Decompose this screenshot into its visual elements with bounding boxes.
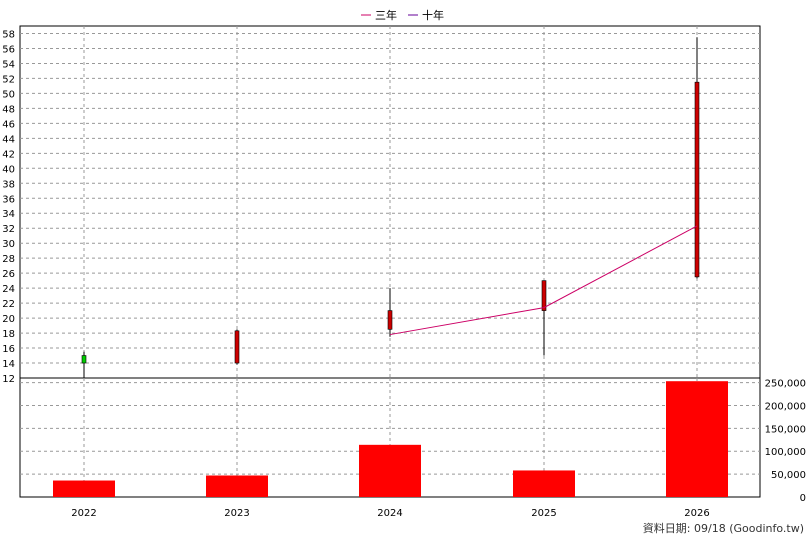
x-tick-label: 2026 — [684, 508, 709, 519]
price-tick-label: 30 — [2, 239, 15, 250]
volume-tick-label: 50,000 — [771, 470, 806, 481]
x-tick-label: 2023 — [224, 508, 249, 519]
price-tick-label: 36 — [2, 194, 15, 205]
price-tick-label: 12 — [2, 374, 15, 385]
volume-tick-label: 0 — [800, 493, 806, 504]
candle-body — [234, 330, 240, 364]
price-tick-label: 38 — [2, 179, 15, 190]
volume-bar — [666, 381, 728, 497]
candle-body — [541, 280, 547, 311]
price-tick-label: 22 — [2, 299, 15, 310]
candle-body — [694, 81, 700, 278]
volume-bar — [206, 475, 268, 497]
series-line-three-year — [389, 225, 698, 336]
price-tick-label: 42 — [2, 149, 15, 160]
price-tick-label: 14 — [2, 359, 15, 370]
volume-tick-label: 200,000 — [765, 401, 806, 412]
legend-label-three-year: 三年 — [375, 8, 397, 22]
legend-label-ten-year: 十年 — [422, 8, 444, 22]
volume-tick-label: 100,000 — [765, 447, 806, 458]
price-tick-label: 46 — [2, 119, 15, 130]
volume-tick-label: 150,000 — [765, 424, 806, 435]
price-tick-label: 34 — [2, 209, 15, 220]
price-tick-label: 48 — [2, 104, 15, 115]
price-tick-label: 26 — [2, 269, 15, 280]
volume-bar — [513, 470, 575, 497]
price-tick-label: 44 — [2, 134, 15, 145]
x-tick-label: 2024 — [377, 508, 402, 519]
price-tick-label: 54 — [2, 59, 15, 70]
candle-body — [81, 355, 87, 364]
candle-body — [387, 310, 393, 330]
price-tick-label: 24 — [2, 284, 15, 295]
price-tick-label: 18 — [2, 329, 15, 340]
x-tick-label: 2022 — [71, 508, 96, 519]
volume-bar — [359, 444, 421, 497]
price-tick-label: 28 — [2, 254, 15, 265]
price-tick-label: 20 — [2, 314, 15, 325]
price-tick-label: 56 — [2, 44, 15, 55]
price-tick-label: 32 — [2, 224, 15, 235]
price-panel: 12 14 16 18 20 22 24 26 28 30 32 34 36 38 40 42 44 46 48 50… — [2, 25, 761, 385]
price-tick-label: 50 — [2, 89, 15, 100]
price-tick-label: 16 — [2, 344, 15, 355]
price-tick-label: 40 — [2, 164, 15, 175]
price-tick-label: 58 — [2, 29, 15, 40]
volume-tick-label: 250,000 — [765, 379, 806, 390]
legend: 三年 十年 — [361, 8, 444, 22]
x-axis: 2022 2023 2024 2025 2026 — [71, 508, 709, 519]
volume-bar — [53, 480, 115, 497]
price-tick-label: 52 — [2, 74, 15, 85]
volume-panel: 0 50,000 100,000 150,000 200,000 250,000 — [19, 377, 806, 504]
footer-date-source: 資料日期: 09/18 (Goodinfo.tw) — [642, 522, 804, 535]
x-tick-label: 2025 — [531, 508, 556, 519]
